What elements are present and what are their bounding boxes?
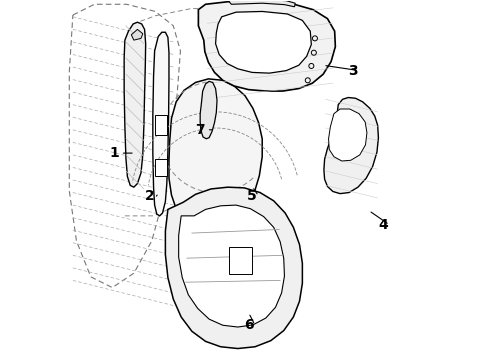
Text: 1: 1 [109, 146, 119, 160]
Text: 7: 7 [196, 123, 205, 137]
Polygon shape [200, 81, 217, 139]
Polygon shape [166, 187, 302, 348]
Polygon shape [329, 109, 367, 161]
Polygon shape [124, 22, 146, 187]
Bar [229, 247, 252, 274]
Polygon shape [324, 98, 378, 194]
Polygon shape [179, 205, 285, 327]
Bar [155, 159, 167, 176]
Polygon shape [198, 1, 335, 91]
Polygon shape [169, 79, 262, 233]
Polygon shape [131, 30, 143, 40]
Text: 6: 6 [244, 318, 253, 332]
Polygon shape [153, 32, 169, 216]
Bar [155, 116, 167, 135]
Text: 3: 3 [348, 64, 357, 78]
Text: 2: 2 [145, 189, 155, 203]
Polygon shape [216, 12, 311, 73]
Text: 4: 4 [378, 218, 388, 232]
Polygon shape [229, 0, 295, 7]
Text: 5: 5 [247, 189, 257, 203]
